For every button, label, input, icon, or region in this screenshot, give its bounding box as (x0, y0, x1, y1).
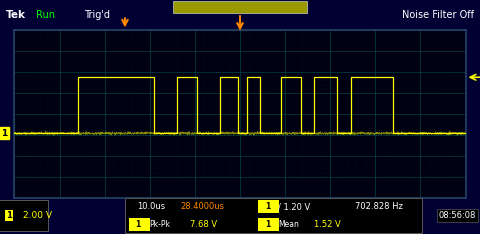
FancyBboxPatch shape (258, 200, 279, 213)
Text: 2.00 V: 2.00 V (23, 211, 51, 220)
Text: 28.4000us: 28.4000us (180, 202, 224, 211)
Text: 1: 1 (265, 220, 270, 229)
Text: Trig'd: Trig'd (84, 10, 110, 20)
Text: / 1.20 V: / 1.20 V (278, 202, 311, 211)
Text: Tek: Tek (6, 10, 26, 20)
Text: 1: 1 (135, 220, 141, 229)
Text: 10.0us: 10.0us (137, 202, 165, 211)
Text: 702.828 Hz: 702.828 Hz (355, 202, 403, 211)
Text: 7.68 V: 7.68 V (190, 220, 217, 229)
Text: 1: 1 (1, 129, 8, 138)
FancyBboxPatch shape (129, 218, 150, 231)
Text: Noise Filter Off: Noise Filter Off (402, 10, 474, 20)
Text: 1.52 V: 1.52 V (314, 220, 341, 229)
Text: Mean: Mean (278, 220, 299, 229)
Text: Run: Run (36, 10, 55, 20)
FancyBboxPatch shape (0, 200, 48, 231)
Text: 08:56:08: 08:56:08 (439, 211, 476, 220)
FancyBboxPatch shape (258, 218, 279, 231)
Text: Pk-Pk: Pk-Pk (149, 220, 170, 229)
Text: 1: 1 (6, 211, 12, 220)
Text: 1: 1 (265, 202, 270, 211)
FancyBboxPatch shape (125, 198, 422, 233)
FancyBboxPatch shape (173, 1, 307, 13)
